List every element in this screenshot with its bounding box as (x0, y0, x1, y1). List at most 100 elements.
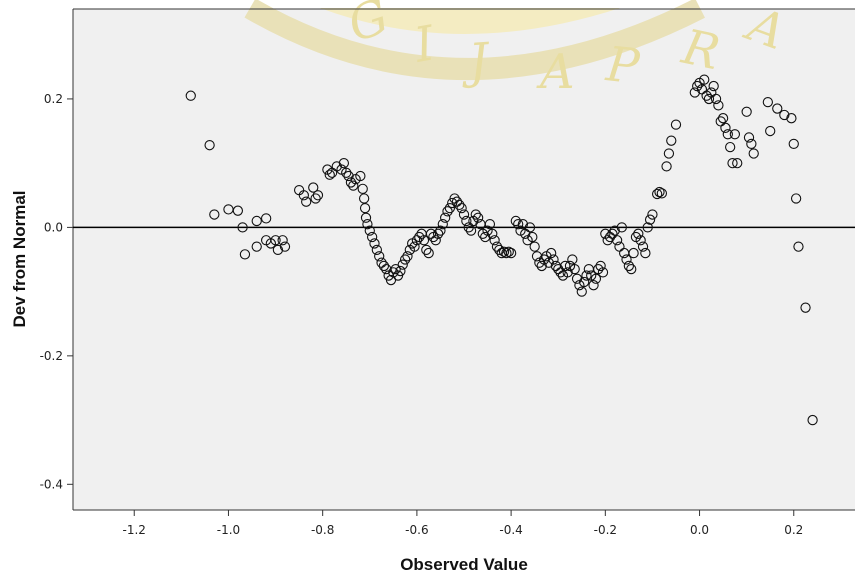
data-point (402, 251, 413, 262)
data-point (699, 74, 710, 85)
data-point (341, 167, 352, 178)
data-point (513, 219, 524, 230)
data-point (595, 260, 606, 272)
data-point (800, 302, 811, 313)
data-point (571, 273, 583, 284)
data-point (578, 276, 590, 288)
data-point (421, 244, 432, 256)
data-point (397, 259, 408, 270)
data-point (470, 209, 481, 220)
data-point (364, 225, 375, 236)
data-point (623, 260, 635, 272)
data-point (654, 186, 665, 198)
data-point (581, 270, 592, 281)
data-point (510, 215, 521, 227)
data-point (430, 235, 441, 246)
x-tick-label: -1.2 (123, 523, 146, 537)
data-point (279, 241, 291, 252)
data-point (251, 241, 262, 252)
x-axis-title: Observed Value (400, 555, 528, 574)
data-points (185, 74, 818, 426)
data-point (527, 231, 538, 243)
data-point (360, 212, 372, 223)
data-point (637, 241, 649, 252)
x-tick-label: 0.2 (784, 523, 803, 537)
data-point (626, 263, 637, 275)
data-point (588, 280, 599, 291)
data-point (355, 170, 366, 182)
data-point (487, 228, 498, 239)
data-point (717, 113, 729, 124)
y-tick-label: -0.4 (40, 477, 63, 491)
data-point (689, 87, 700, 98)
data-point (732, 158, 743, 169)
data-point (635, 235, 646, 246)
data-point (232, 205, 244, 216)
data-point (362, 219, 373, 230)
y-tick-label: 0.2 (44, 92, 63, 106)
data-point (374, 251, 385, 262)
data-point (270, 235, 281, 246)
data-point (548, 254, 559, 265)
data-point (308, 182, 319, 193)
y-axis-title: Dev from Normal (10, 191, 29, 328)
data-point (444, 202, 456, 214)
data-point (779, 109, 790, 121)
data-point (442, 206, 453, 217)
data-point (423, 247, 434, 259)
data-point (357, 183, 368, 194)
data-point (661, 161, 672, 172)
data-point (651, 188, 663, 200)
data-point (418, 235, 430, 246)
data-point (708, 80, 719, 92)
data-point (204, 140, 215, 151)
data-point (729, 129, 741, 140)
data-point (713, 100, 724, 111)
data-point (277, 235, 288, 246)
data-point (765, 125, 776, 137)
data-point (772, 103, 783, 114)
data-point (642, 222, 653, 233)
watermark-arc (244, 0, 705, 80)
watermark-letter: A (536, 44, 575, 100)
data-point (310, 193, 321, 204)
data-point (590, 273, 602, 284)
data-point (567, 254, 578, 265)
data-point (616, 222, 627, 233)
data-point (239, 249, 251, 260)
data-point (611, 235, 623, 246)
data-point (454, 199, 465, 211)
data-point (435, 225, 446, 236)
data-point (793, 241, 804, 252)
data-point (472, 212, 484, 223)
x-tick-label: 0.0 (690, 523, 709, 537)
data-point (722, 129, 733, 140)
data-point (666, 135, 677, 146)
watermark-arc-inner (320, 8, 620, 34)
data-point (597, 267, 609, 278)
data-point (489, 235, 500, 246)
data-point (251, 215, 262, 227)
x-tick-label: -0.6 (405, 523, 428, 537)
data-point (338, 158, 350, 169)
data-point (505, 247, 517, 259)
plot-background (73, 9, 855, 510)
data-point (494, 244, 505, 256)
watermark-letter: P (603, 36, 643, 95)
data-point (670, 119, 682, 130)
data-point (640, 247, 651, 259)
data-point (790, 193, 802, 204)
data-point (524, 222, 536, 233)
data-point (480, 231, 491, 243)
data-point (727, 158, 738, 169)
data-point (324, 169, 335, 180)
data-point (656, 188, 668, 199)
data-point (663, 148, 675, 159)
data-point (378, 260, 390, 272)
data-point (369, 238, 380, 249)
data-point (644, 214, 656, 225)
data-point (546, 247, 557, 259)
data-point (399, 254, 411, 265)
y-tick-label: 0.0 (44, 220, 63, 234)
